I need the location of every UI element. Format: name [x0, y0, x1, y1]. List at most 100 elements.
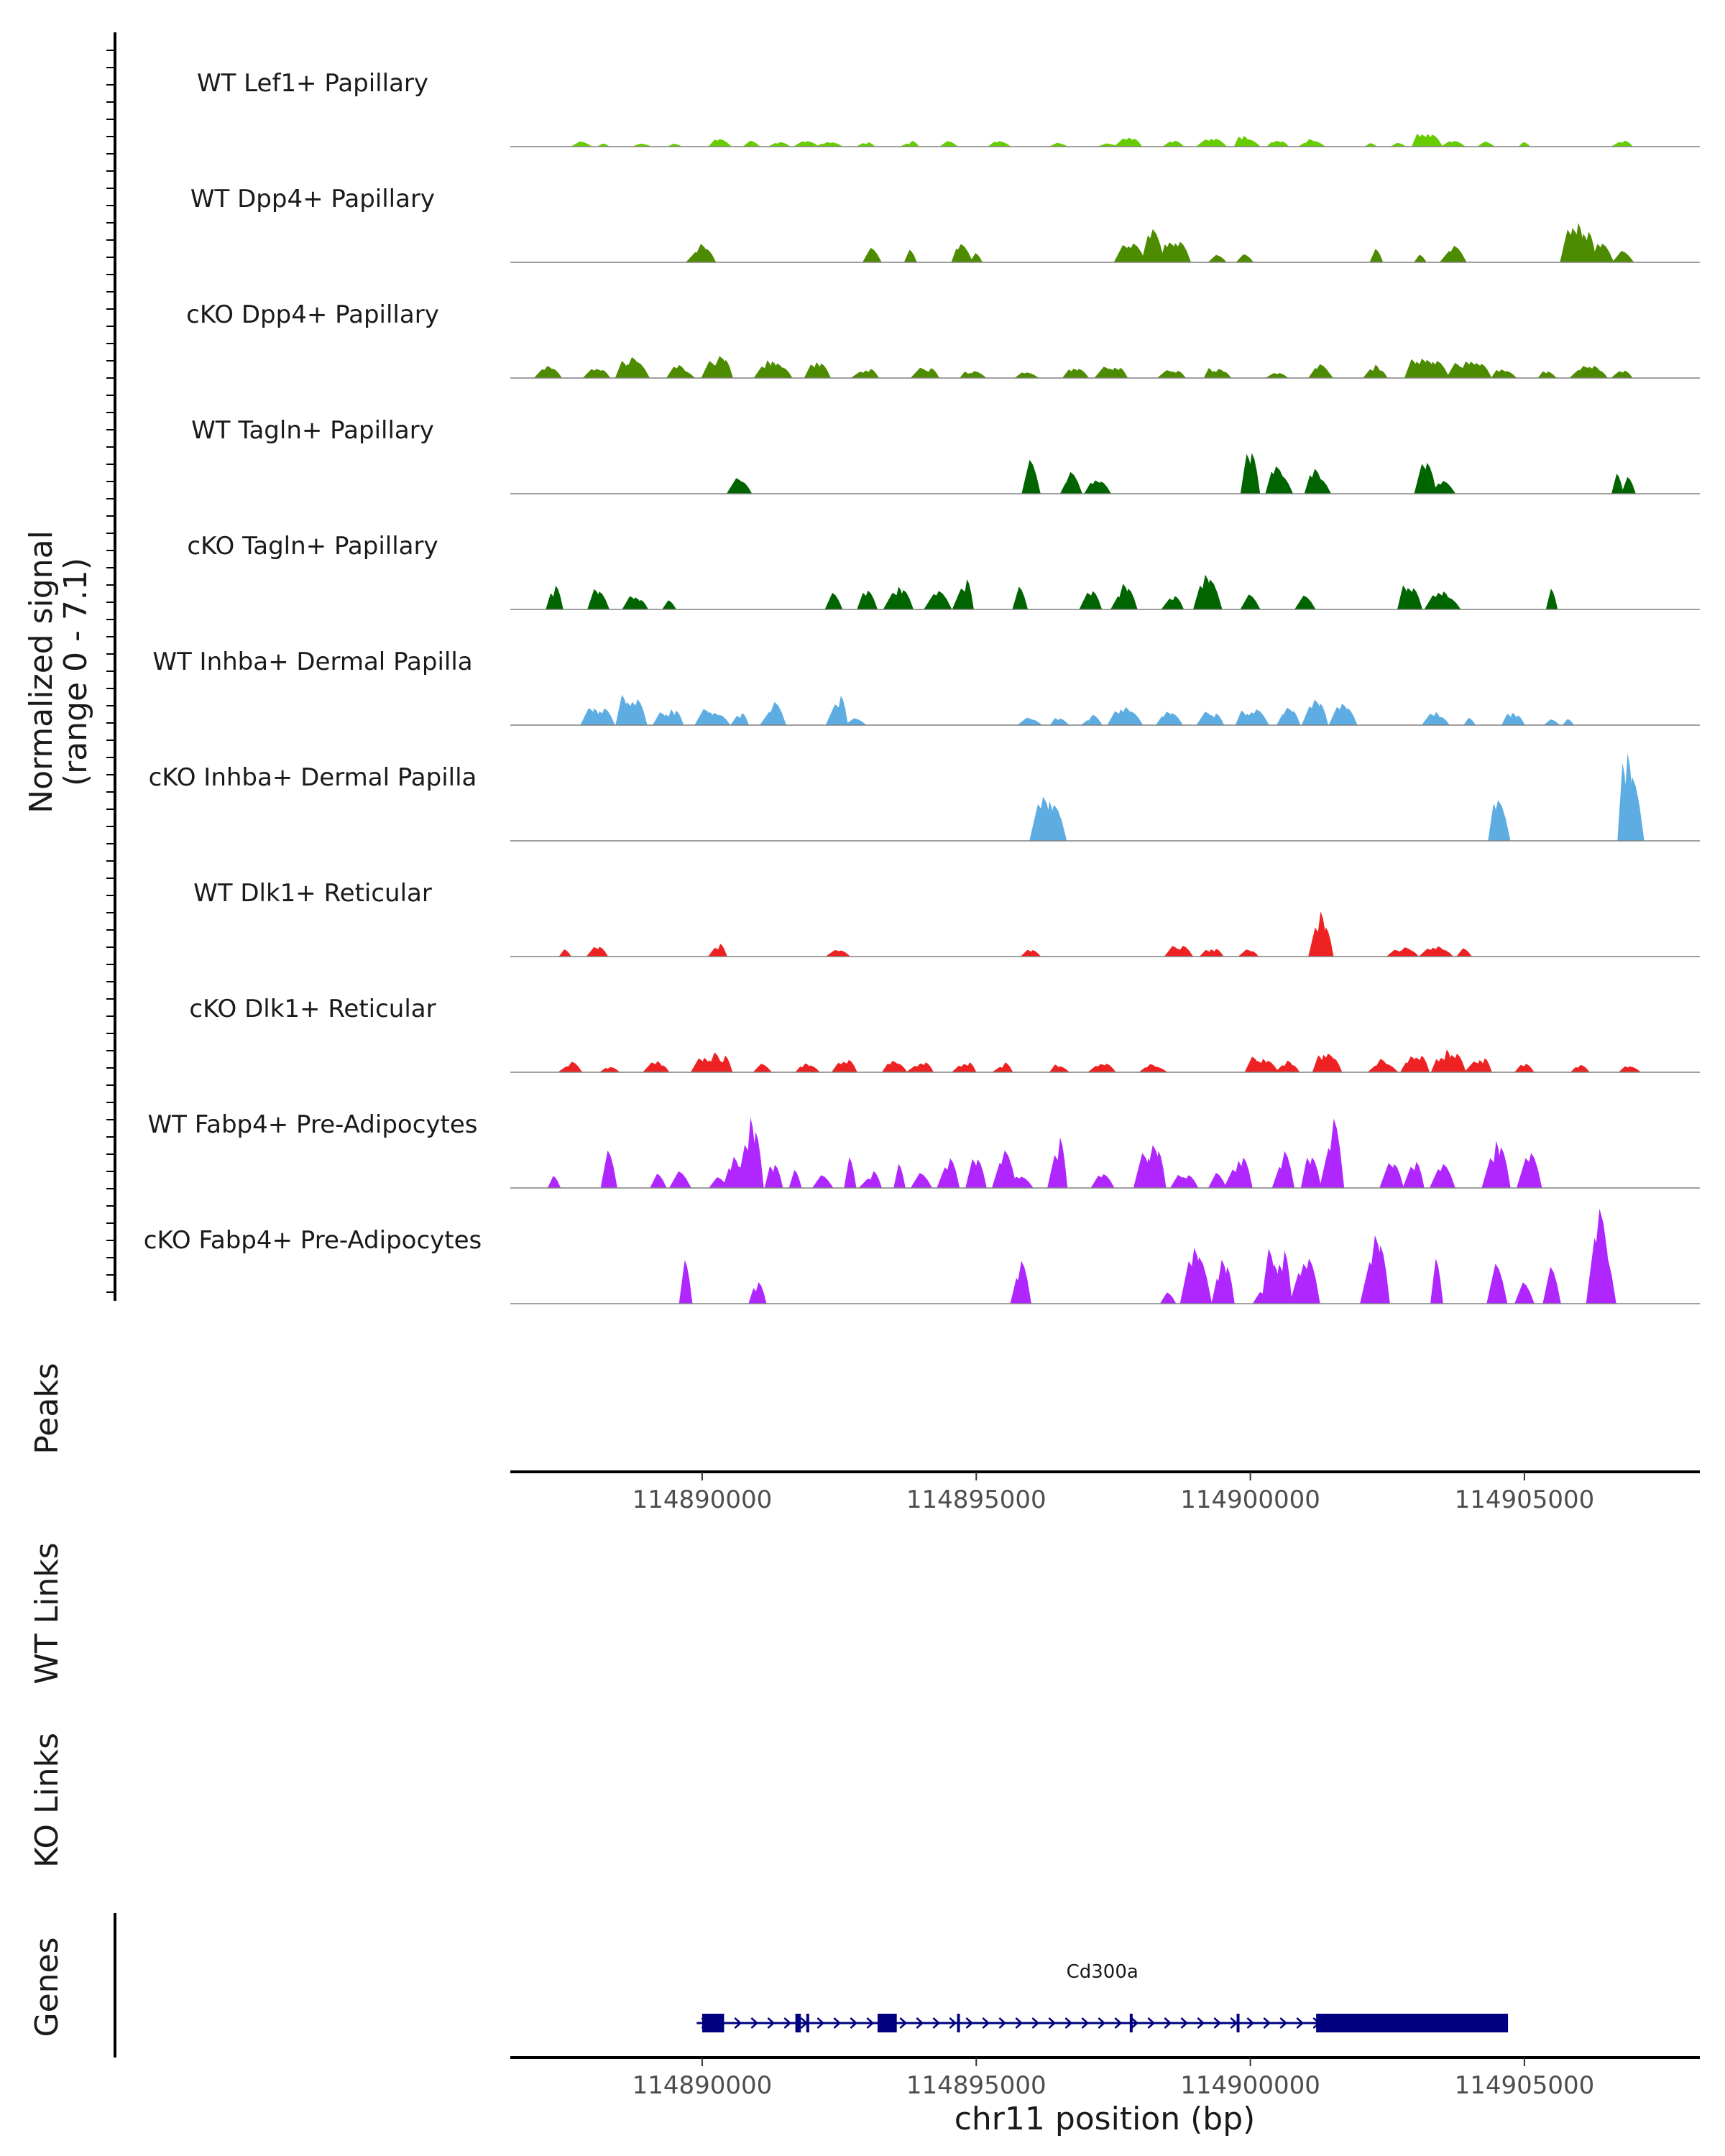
coverage-peak [868, 1171, 882, 1188]
coverage-peak [1434, 481, 1456, 494]
coverage-peak [1404, 950, 1420, 957]
coverage-peak [1375, 370, 1388, 378]
track-8: WT Dlk1+ Reticular [193, 879, 1700, 957]
strand-arrow [932, 2017, 941, 2029]
x-axis-top-tick-label: 114905000 [1455, 1485, 1595, 1514]
coverage-peak [1611, 474, 1624, 494]
coverage-peak [1445, 141, 1466, 147]
coverage-peak [999, 1062, 1013, 1072]
coverage-peak [765, 701, 786, 725]
coverage-peak [772, 142, 791, 147]
coverage-peak [1272, 373, 1289, 378]
strand-arrow [1279, 2017, 1288, 2029]
coverage-peak [906, 141, 919, 147]
coverage-peak [1543, 719, 1560, 725]
strand-arrow [734, 2017, 742, 2029]
coverage-peak [597, 143, 610, 147]
coverage-peak [676, 371, 695, 378]
coverage-peak [678, 1260, 693, 1304]
strand-arrow [866, 2017, 875, 2029]
coverage-peak [1542, 1266, 1561, 1304]
strand-arrow [783, 2017, 792, 2029]
coverage-peak [734, 481, 753, 494]
coverage-peak [842, 1059, 857, 1072]
coverage-peak [1026, 950, 1041, 957]
coverage-peak [753, 1282, 767, 1304]
coverage-peak [1311, 479, 1332, 494]
coverage-peak [719, 359, 733, 378]
coverage-peak [844, 1157, 857, 1188]
coverage-peak [1414, 254, 1427, 262]
track-label: WT Dlk1+ Reticular [193, 879, 432, 908]
coverage-peak [593, 946, 609, 957]
coverage-peak [943, 1158, 960, 1188]
coverage-peak [1144, 229, 1165, 262]
gene-exon [702, 2014, 724, 2032]
track-label: WT Dpp4+ Papillary [190, 185, 435, 213]
coverage-peak [1386, 1164, 1404, 1188]
strand-arrow [1081, 2017, 1090, 2029]
coverage-peak [558, 949, 571, 957]
coverage-peak [1054, 1138, 1068, 1188]
coverage-peak [799, 141, 819, 147]
coverage-peak [1085, 591, 1103, 609]
coverage-peak [1621, 1066, 1642, 1072]
strand-arrow [982, 2017, 990, 2029]
coverage-peak [1276, 141, 1289, 147]
coverage-peak [1247, 951, 1259, 957]
track-10: WT Fabp4+ Pre-Adipocytes [148, 1110, 1700, 1189]
coverage-peak [662, 600, 677, 609]
coverage-peak [1025, 719, 1042, 725]
coverage-peak [814, 363, 831, 378]
coverage-peak [603, 1067, 620, 1072]
track-label: WT Tagln+ Papillary [191, 416, 434, 445]
x-axis-bottom-tick-label: 114895000 [906, 2071, 1046, 2100]
strand-arrow [750, 2017, 759, 2029]
coverage-peak [627, 361, 650, 378]
strand-arrow [850, 2017, 858, 2029]
peaks-panel-label: Peaks [29, 1363, 65, 1454]
coverage-peak [1208, 1172, 1227, 1188]
strand-arrow [1147, 2017, 1156, 2029]
coverage-peak [1514, 1282, 1535, 1304]
coverage-peak [650, 1174, 667, 1188]
coverage-peak [1573, 1064, 1590, 1072]
coverage-peak [1450, 1054, 1466, 1072]
coverage-peak [1593, 370, 1609, 378]
coverage-peak [1052, 1066, 1070, 1072]
coverage-peak [1562, 719, 1575, 725]
coverage-peak [965, 371, 987, 378]
coverage-peak [737, 713, 749, 725]
x-axis-bottom-tick-label: 114890000 [632, 2071, 773, 2100]
coverage-peak [1277, 1151, 1294, 1188]
x-axis-bottom-tick-label: 114905000 [1455, 2071, 1595, 2100]
strand-arrow [949, 2017, 957, 2029]
coverage-peak [863, 142, 875, 147]
signal-axis-ticks [106, 50, 115, 1293]
coverage-peak [592, 591, 610, 609]
coverage-peak [1406, 588, 1423, 609]
coverage-peak [865, 369, 879, 378]
coverage-peak [1424, 134, 1443, 147]
coverage-peak [546, 368, 562, 378]
coverage-peak [564, 1061, 583, 1072]
coverage-peak [1164, 713, 1183, 725]
coverage-peak [1320, 370, 1333, 378]
coverage-peak [1389, 142, 1407, 147]
strand-arrow [916, 2017, 924, 2029]
wt-links-panel-label: WT Links [29, 1542, 65, 1684]
coverage-peak [845, 718, 867, 725]
strand-arrow [1098, 2017, 1106, 2029]
coverage-peak [1012, 586, 1029, 609]
coverage-peak [1246, 453, 1261, 494]
track-4: WT Tagln+ Papillary [191, 416, 1700, 494]
coverage-peak [965, 1062, 977, 1072]
coverage-peak [657, 1065, 670, 1072]
coverage-peak [1494, 1147, 1511, 1188]
coverage-peak [1621, 476, 1636, 494]
gene-exon [795, 2014, 801, 2032]
coverage-peak [788, 1170, 802, 1188]
coverage-peak [1210, 713, 1225, 725]
